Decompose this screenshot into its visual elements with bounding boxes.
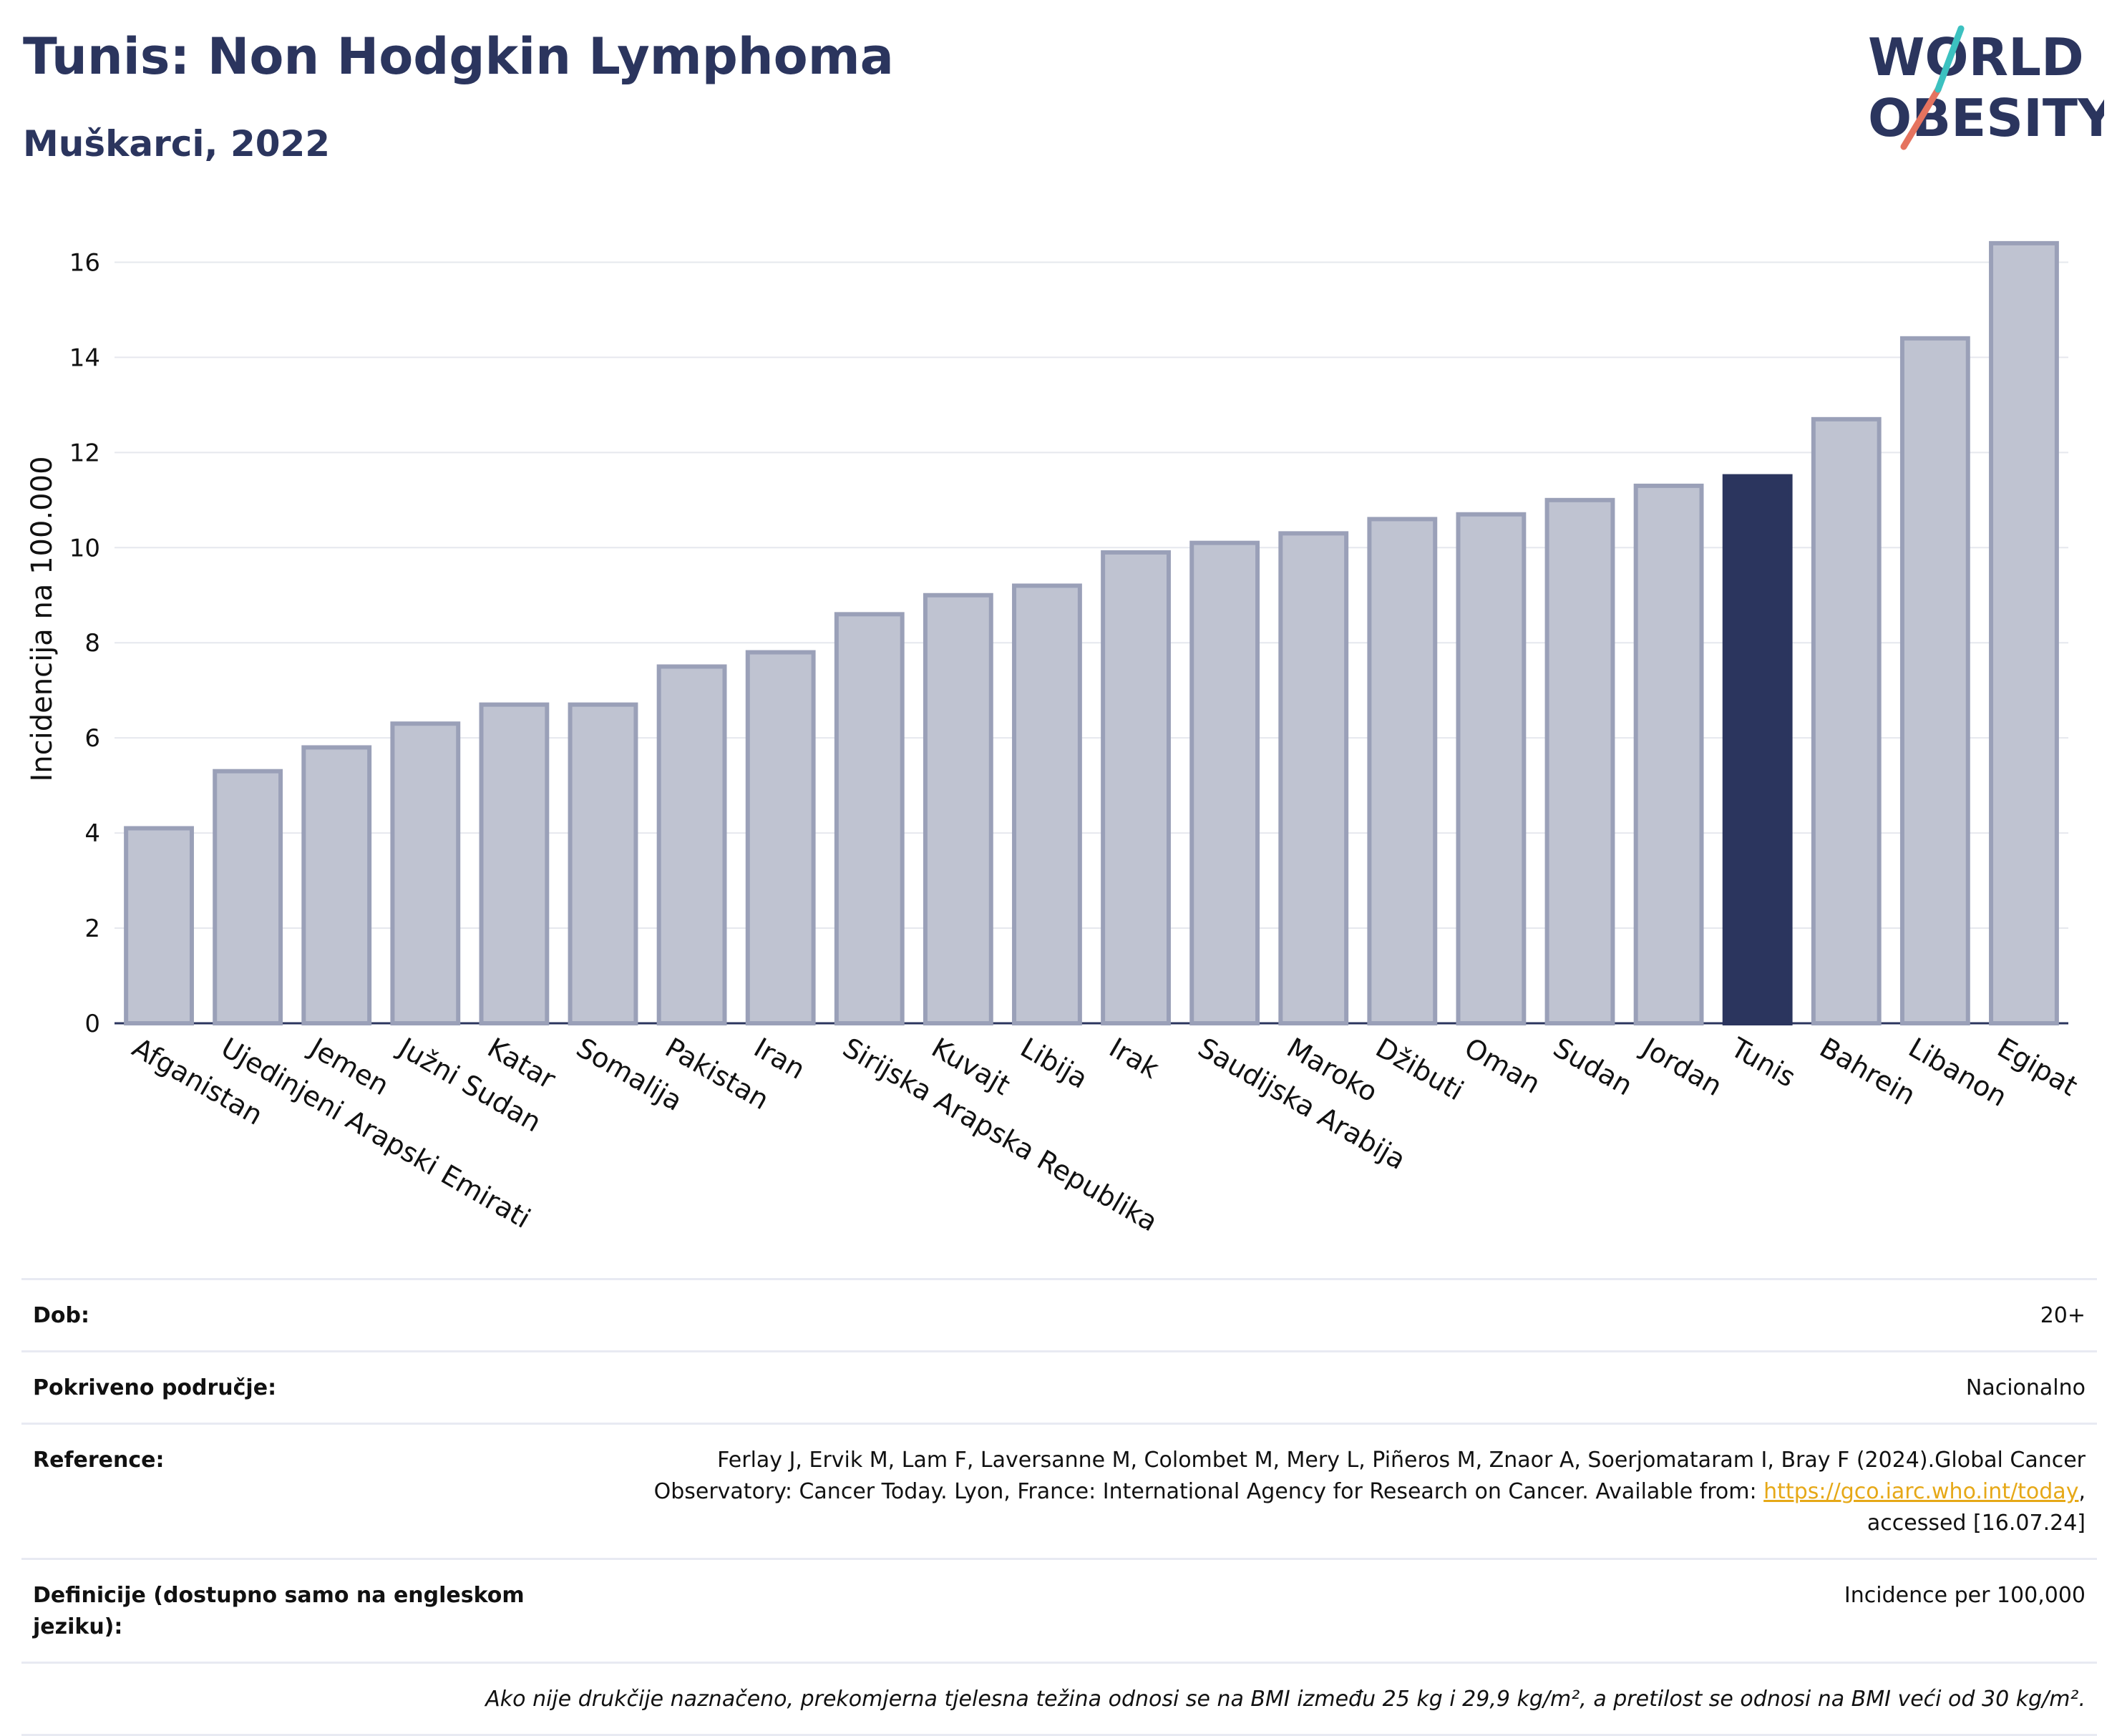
info-row-reference: Reference: Ferlay J, Ervik M, Lam F, Lav… xyxy=(21,1423,2097,1559)
bar-saudijska-arabija xyxy=(1189,540,1260,1026)
x-tick-label: Libija xyxy=(1015,1032,1093,1095)
bar-katar xyxy=(479,702,550,1025)
logo-line1: WORLD xyxy=(1868,27,2084,87)
age-value: 20+ xyxy=(548,1278,2097,1352)
definitions-value: Incidence per 100,000 xyxy=(548,1558,2097,1663)
y-tick-label: 14 xyxy=(69,343,100,372)
x-tick-label: Oman xyxy=(1459,1032,1546,1100)
reference-link[interactable]: https://gco.iarc.who.int/today xyxy=(1763,1479,2079,1504)
bar-bahrein xyxy=(1811,416,1882,1025)
y-tick-label: 2 xyxy=(84,915,100,943)
bar-jordan xyxy=(1633,483,1704,1026)
bar-irak xyxy=(1101,550,1171,1025)
reference-line1: Ferlay J, Ervik M, Lam F, Laversanne M, … xyxy=(717,1448,2086,1473)
bar-jemen xyxy=(301,745,372,1025)
reference-line3: accessed [16.07.24] xyxy=(1867,1511,2086,1536)
bar-maroko xyxy=(1278,531,1349,1025)
bar-sirijska-arapska-republika xyxy=(834,612,905,1025)
logo-slash-lower xyxy=(1900,86,1942,150)
y-tick-label: 10 xyxy=(69,534,100,562)
info-row-coverage: Pokriveno područje: Nacionalno xyxy=(21,1350,2097,1424)
bar-libija xyxy=(1012,583,1082,1025)
logo-line2: OBESITY xyxy=(1868,88,2104,148)
x-tick-label: Ujedinjeni Arapski Emirati xyxy=(216,1032,536,1234)
x-tick-label: Sudan xyxy=(1548,1032,1638,1102)
bar-oman xyxy=(1456,512,1527,1025)
reference-line2: Observatory: Cancer Today. Lyon, France:… xyxy=(653,1479,1764,1504)
bars xyxy=(124,240,2059,1026)
reference-value: Ferlay J, Ervik M, Lam F, Laversanne M, … xyxy=(548,1423,2097,1559)
chart-title: Tunis: Non Hodgkin Lymphoma xyxy=(23,27,894,86)
info-table: Dob: 20+ Pokriveno područje: Nacionalno … xyxy=(21,1278,2097,1736)
logo-slash-upper xyxy=(1934,25,1965,93)
info-row-age: Dob: 20+ xyxy=(21,1278,2097,1352)
world-obesity-logo: WORLD OBESITY xyxy=(1868,25,2104,150)
bar-iran xyxy=(745,650,816,1025)
y-tick-label: 0 xyxy=(84,1010,100,1038)
bar-egipat xyxy=(1989,240,2059,1026)
bar-ujedinjeni-arapski-emirati xyxy=(213,769,283,1025)
info-row-note: Ako nije drukčije naznačeno, prekomjerna… xyxy=(21,1662,2097,1736)
x-tick-label: Bahrein xyxy=(1814,1032,1921,1111)
reference-line2-end: , xyxy=(2078,1479,2086,1504)
age-label: Dob: xyxy=(21,1278,548,1352)
chart-subtitle: Muškarci, 2022 xyxy=(23,123,331,165)
y-tick-label: 12 xyxy=(69,439,100,467)
bar-libanon xyxy=(1899,336,1970,1025)
y-axis-label: Incidencija na 100.000 xyxy=(26,456,59,781)
bar-kuvajt xyxy=(923,593,993,1025)
coverage-value: Nacionalno xyxy=(548,1350,2097,1424)
bar-somalija xyxy=(568,702,638,1025)
x-tick-label: Jordan xyxy=(1635,1031,1727,1103)
y-tick-label: 4 xyxy=(84,819,100,848)
bar-sudan xyxy=(1544,497,1615,1025)
x-tick-label: Tunis xyxy=(1725,1031,1801,1093)
obesity-note: Ako nije drukčije naznačeno, prekomjerna… xyxy=(21,1662,2097,1736)
bar-afganistan xyxy=(124,826,194,1025)
coverage-label: Pokriveno područje: xyxy=(21,1350,548,1424)
x-tick-label: Džibuti xyxy=(1371,1032,1469,1107)
bar-tunis xyxy=(1722,474,1793,1025)
info-row-definitions: Definicije (dostupno samo na engleskom j… xyxy=(21,1558,2097,1663)
definitions-label: Definicije (dostupno samo na engleskom j… xyxy=(21,1558,548,1663)
reference-label: Reference: xyxy=(21,1423,548,1559)
bar-d-ibuti xyxy=(1367,517,1438,1026)
x-tick-label: Libanon xyxy=(1903,1032,2012,1113)
y-axis-ticks: 0 2 4 6 8 10 12 14 16 xyxy=(69,248,100,1038)
y-tick-label: 8 xyxy=(84,629,100,658)
x-tick-label: Irak xyxy=(1104,1032,1164,1085)
y-tick-label: 16 xyxy=(69,248,100,277)
y-tick-label: 6 xyxy=(84,724,100,753)
bar-pakistan xyxy=(656,664,727,1025)
x-tick-label: Iran xyxy=(749,1032,810,1086)
bar-ju-ni-sudan xyxy=(390,721,461,1025)
